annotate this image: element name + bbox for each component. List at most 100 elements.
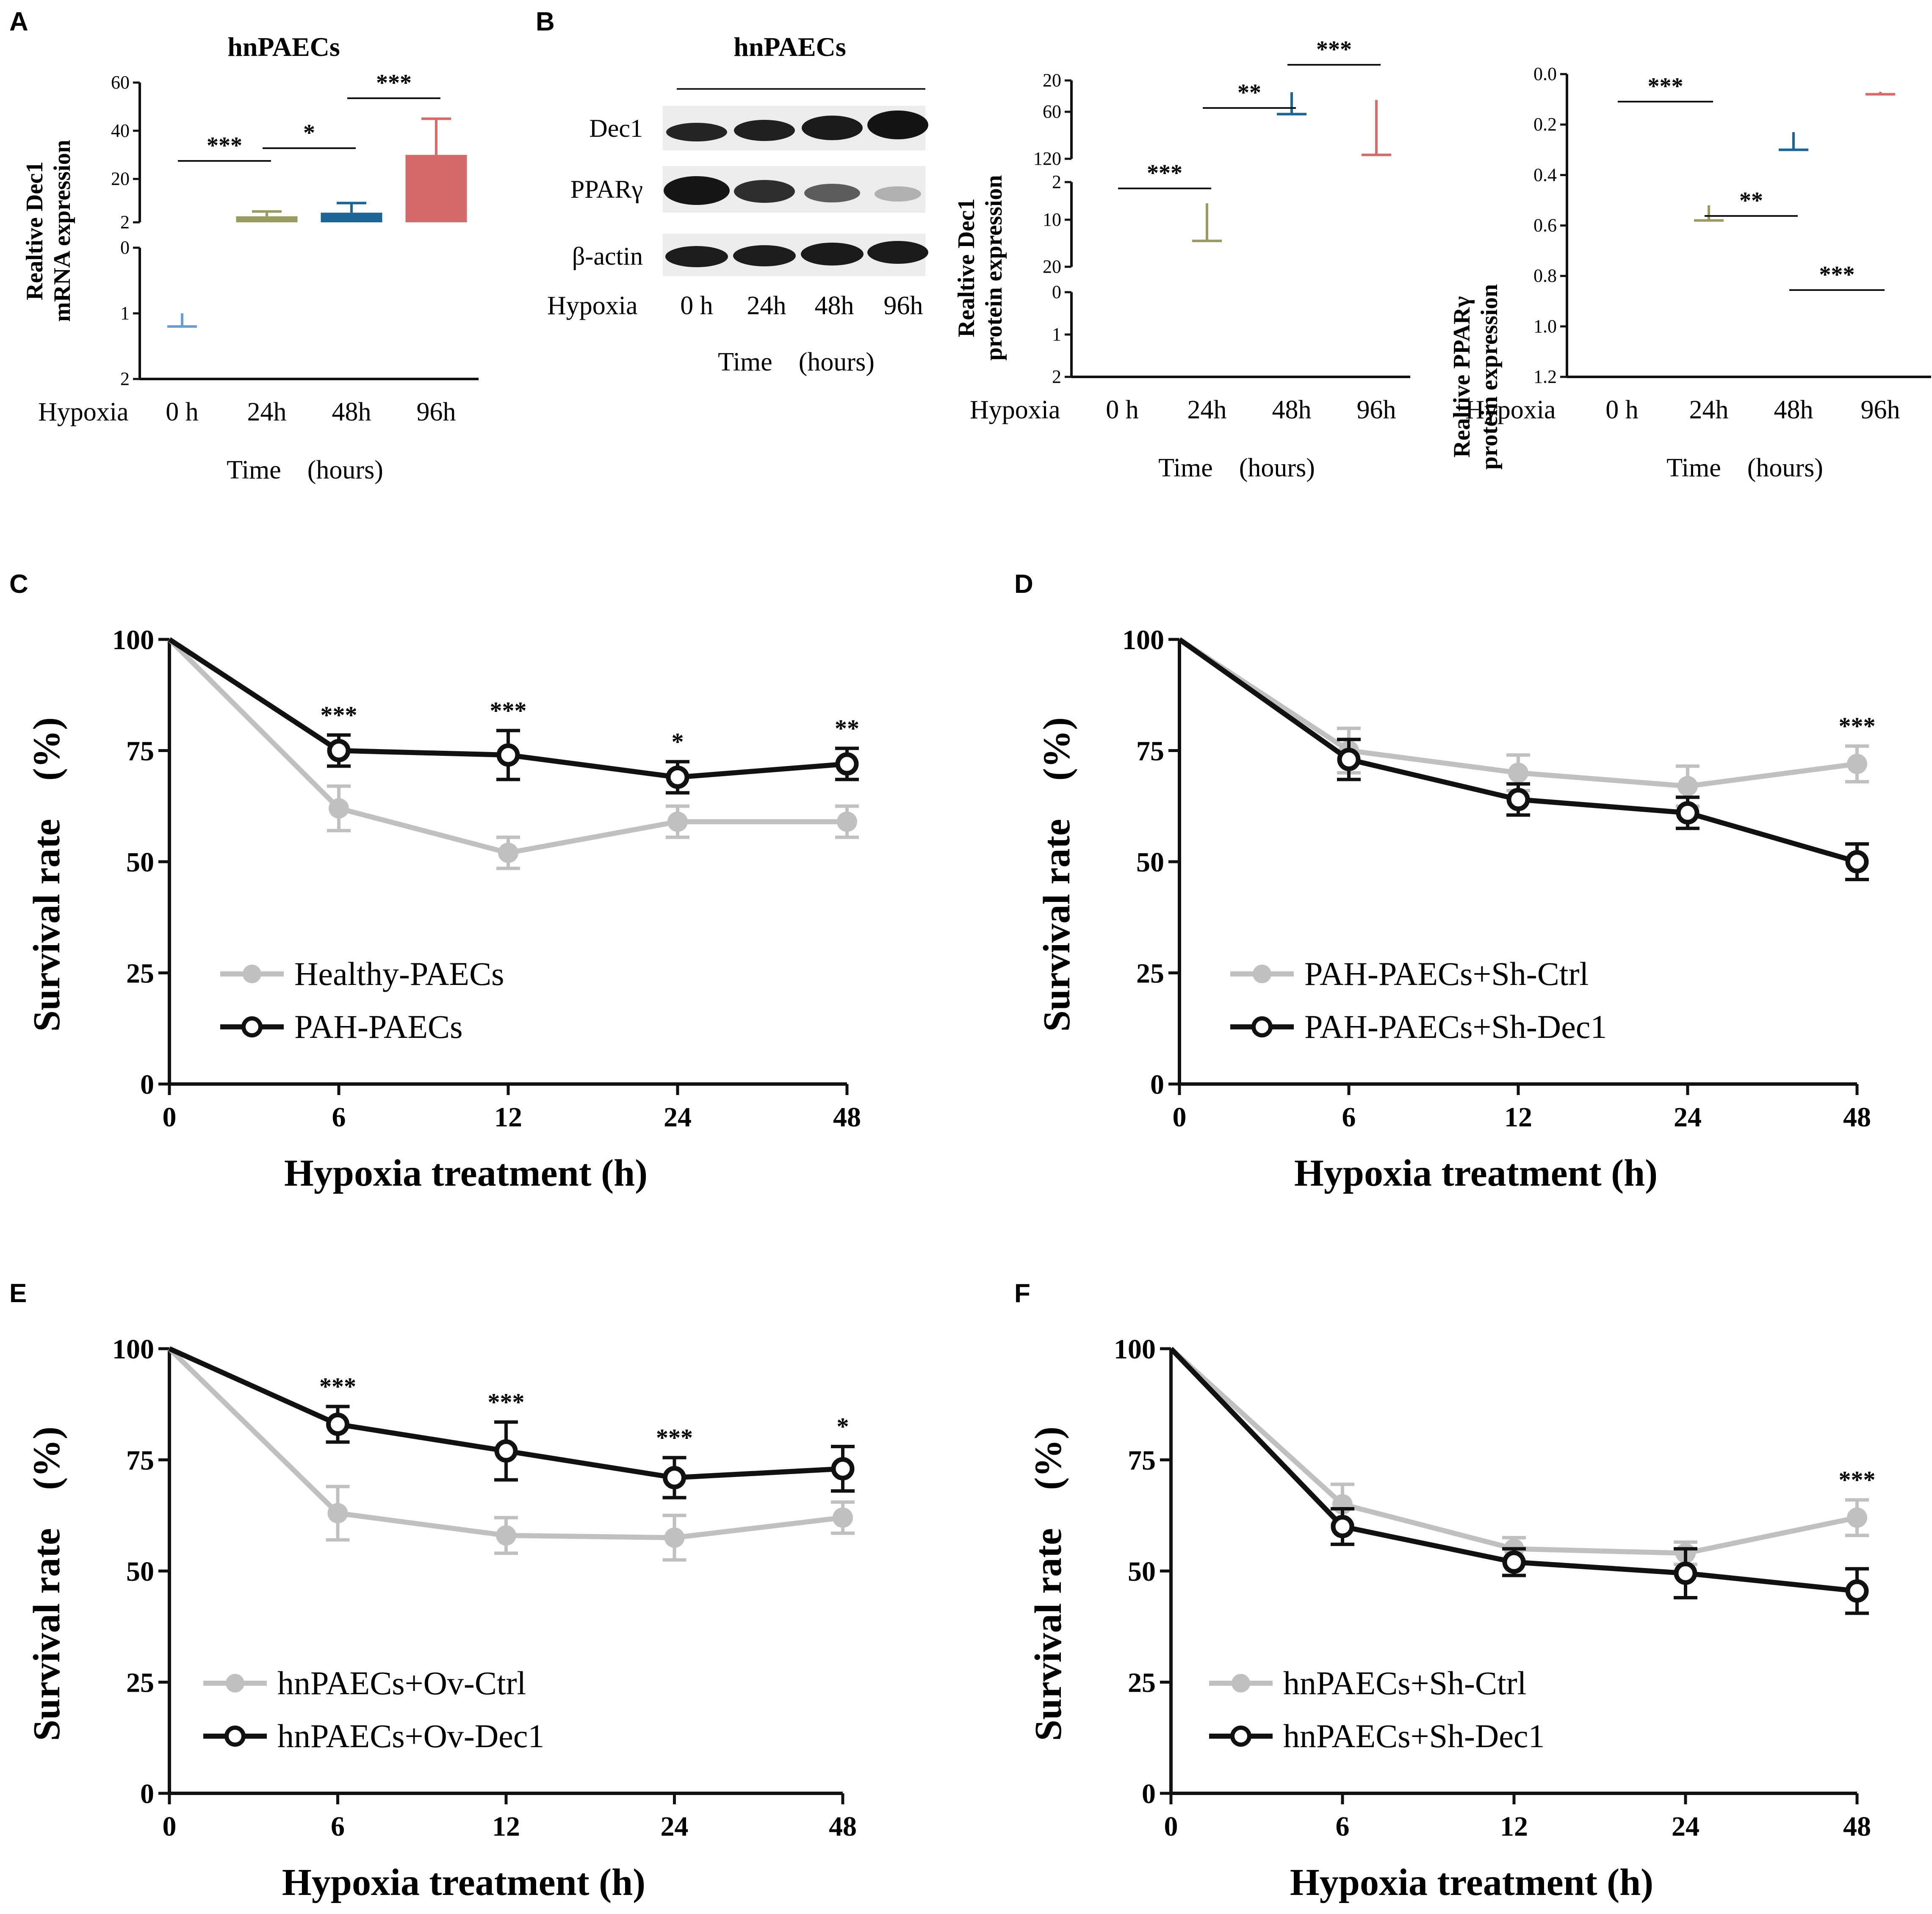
significance-label: *** (207, 133, 242, 159)
panel-label-d: D (1014, 570, 1033, 599)
y-tick-label: 50 (126, 847, 154, 878)
x-tick-label: 96h (1861, 396, 1900, 424)
y-tick-label: 0.6 (1533, 215, 1557, 236)
data-point (1674, 1561, 1697, 1585)
significance-stars: *** (490, 697, 527, 724)
y-axis-title: mRNA expression (49, 140, 75, 322)
band-dec1-96h (867, 111, 928, 139)
y-tick-label: 100 (112, 1334, 154, 1365)
significance-stars: *** (1839, 712, 1876, 740)
blot-lane-96h: 96h (884, 291, 923, 320)
x-prefix-label: Hypoxia (1465, 396, 1556, 424)
significance-stars: *** (1839, 1466, 1876, 1494)
x-axis-title: Time (hours) (1666, 454, 1823, 482)
x-axis-title: Hypoxia treatment (h) (1294, 1152, 1658, 1194)
bar-chart-b-dec1: 0 1 2 2 10 20 20 60 120 Hypoxia 0 h 24h 48h 96h Time (… (953, 36, 1410, 482)
data-point (1331, 1515, 1354, 1538)
y-tick-label: 60 (1043, 101, 1061, 122)
y-tick-label: 50 (1128, 1556, 1156, 1587)
y-tick-label: 20 (1043, 256, 1061, 277)
y-tick-label: 20 (111, 169, 130, 189)
y-tick-label: 2 (1052, 366, 1061, 387)
legend-marker (1253, 965, 1271, 983)
band-actin-48h (801, 243, 864, 266)
data-point (1502, 1550, 1526, 1574)
x-tick-label: 48 (1843, 1102, 1871, 1133)
band-ppar-0h (664, 176, 730, 205)
panel-label-f: F (1014, 1279, 1030, 1308)
y-tick-label: 0.0 (1533, 64, 1557, 84)
panel-label-b: B (536, 7, 555, 36)
data-point (667, 811, 688, 832)
data-point (835, 752, 859, 776)
blot-row-label-ppar: PPARγ (570, 175, 643, 203)
band-actin-24h (733, 245, 796, 266)
y-axis-title: protein expression (1476, 284, 1503, 470)
bar-24h (236, 216, 298, 222)
data-point (663, 1466, 686, 1489)
legend-marker (241, 1016, 263, 1037)
y-tick-label: 100 (1122, 625, 1164, 656)
y-axis-title: Survival rate (%) (1027, 1427, 1069, 1741)
x-tick-label: 48h (332, 398, 371, 426)
bar-96h (405, 155, 467, 222)
y-tick-label: 0.4 (1533, 164, 1557, 185)
data-point (494, 1439, 518, 1463)
x-tick-label: 12 (1504, 1102, 1532, 1133)
blot-hypoxia-label: Hypoxia (547, 291, 638, 320)
data-point (329, 798, 349, 819)
y-tick-label: 60 (111, 72, 130, 93)
x-axis-title: Time (hours) (227, 456, 383, 484)
y-axis-title: Realtive Dec1 (22, 161, 48, 300)
data-point (666, 766, 689, 789)
data-point (327, 1503, 348, 1524)
x-axis-title: Hypoxia treatment (h) (1290, 1861, 1653, 1903)
blot-lane-0h: 0 h (680, 291, 713, 320)
significance-label: *** (1147, 160, 1182, 186)
significance-label: ** (1739, 188, 1763, 214)
y-tick-label: 25 (126, 958, 154, 989)
x-axis-title: Hypoxia treatment (h) (282, 1861, 645, 1903)
x-tick-label: 24 (1672, 1811, 1699, 1842)
blot-row-label-dec1: Dec1 (589, 114, 643, 142)
x-tick-label: 48h (1272, 396, 1312, 424)
significance-stars: *** (656, 1424, 693, 1451)
y-tick-label: 25 (1128, 1668, 1156, 1698)
data-point (1845, 850, 1869, 874)
y-tick-label: 0 (120, 237, 130, 258)
line-chart-e: 0 25 50 75 100 0 6 12 24 48 Hypoxia treatment (h) S… (26, 1334, 857, 1903)
legend-marker (243, 965, 261, 983)
legend-label: PAH-PAECs+Sh-Dec1 (1304, 1008, 1607, 1045)
x-axis-title: Time (hours) (1158, 454, 1315, 482)
significance-label: *** (376, 70, 412, 96)
x-tick-label: 6 (1342, 1102, 1356, 1133)
data-point (1845, 1579, 1869, 1603)
blot-lane-48h: 48h (815, 291, 854, 320)
y-tick-label: 25 (1136, 958, 1164, 989)
y-tick-label: 2 (120, 368, 130, 389)
x-tick-label: 0 h (166, 398, 199, 426)
y-tick-label: 0 (1142, 1778, 1156, 1809)
y-tick-label: 1 (1052, 324, 1061, 345)
x-tick-label: 0 (1173, 1102, 1187, 1133)
significance-stars: ** (835, 714, 859, 742)
data-point (1508, 763, 1528, 783)
x-tick-label: 0 (163, 1811, 177, 1842)
significance-label: *** (1819, 262, 1855, 288)
legend-label: hnPAECs+Sh-Dec1 (1283, 1718, 1545, 1754)
line-chart-f: 0 25 50 75 100 0 6 12 24 48 Hypoxia treatment (h) S… (1027, 1334, 1876, 1903)
bar-chart-b-pparg: 0.0 0.2 0.4 0.6 0.8 1.0 1.2 Hypoxia 0 h 24h 48h 96h… (1449, 64, 1931, 482)
x-axis-title: Hypoxia treatment (h) (284, 1152, 648, 1194)
x-tick-label: 96h (417, 398, 456, 426)
y-tick-label: 75 (1136, 736, 1164, 767)
x-tick-label: 48 (1843, 1811, 1871, 1842)
y-tick-label: 75 (126, 736, 154, 767)
legend-label: hnPAECs+Sh-Ctrl (1283, 1665, 1526, 1701)
data-point (664, 1527, 685, 1548)
y-tick-label: 120 (1033, 148, 1061, 169)
significance-label: * (303, 120, 315, 146)
y-tick-label: 2 (120, 212, 130, 232)
y-tick-label: 0 (1150, 1069, 1164, 1100)
band-actin-0h (665, 246, 728, 267)
